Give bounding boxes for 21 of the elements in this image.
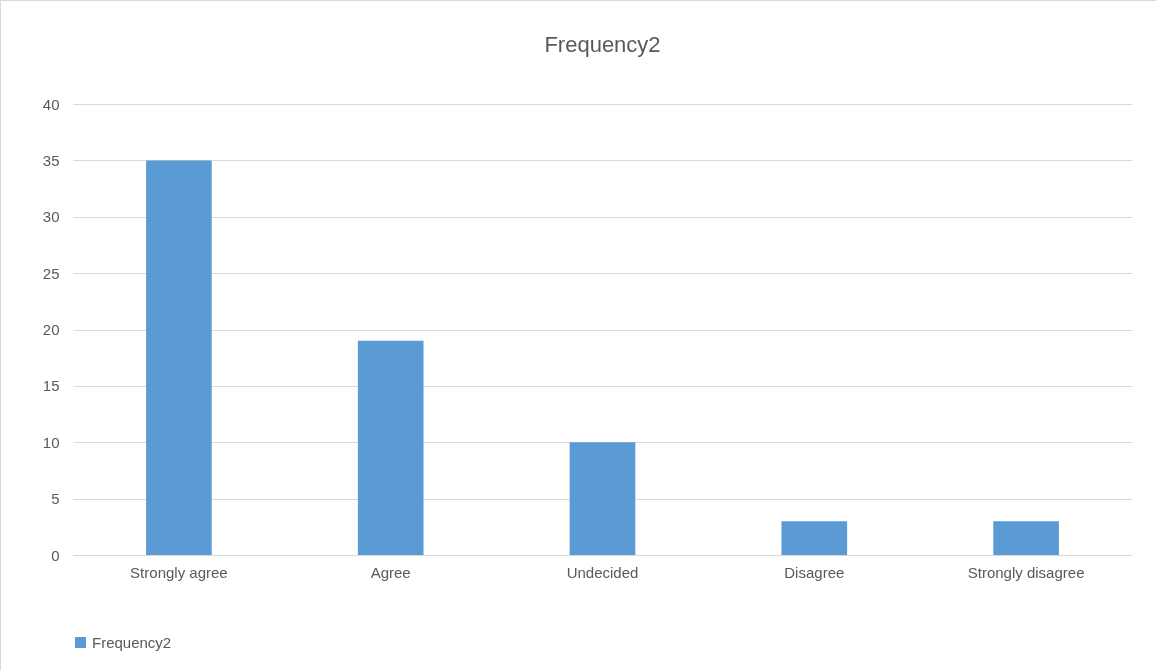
bar <box>569 442 636 555</box>
legend-label: Frequency2 <box>92 633 172 651</box>
bar <box>781 521 848 555</box>
y-tick-label: 20 <box>42 321 60 338</box>
bar <box>993 521 1059 555</box>
bar <box>146 160 212 555</box>
y-tick-label: 35 <box>42 151 60 169</box>
x-tick-label: Disagree <box>784 563 845 581</box>
x-tick-label: Undecided <box>566 563 639 581</box>
y-tick-label: 0 <box>51 546 60 564</box>
x-tick-label: Strongly disagree <box>967 563 1085 581</box>
y-tick-label: 15 <box>42 377 60 395</box>
y-tick-label: 25 <box>42 264 60 282</box>
y-tick-label: 10 <box>42 433 60 451</box>
chart-title: Frequency2 <box>544 32 661 57</box>
y-tick-label: 40 <box>42 95 60 113</box>
y-tick-label: 5 <box>51 490 60 508</box>
y-tick-label: 30 <box>42 208 60 226</box>
x-tick-label: Strongly agree <box>130 563 228 581</box>
bar <box>357 340 424 555</box>
x-tick-label: Agree <box>370 563 411 581</box>
